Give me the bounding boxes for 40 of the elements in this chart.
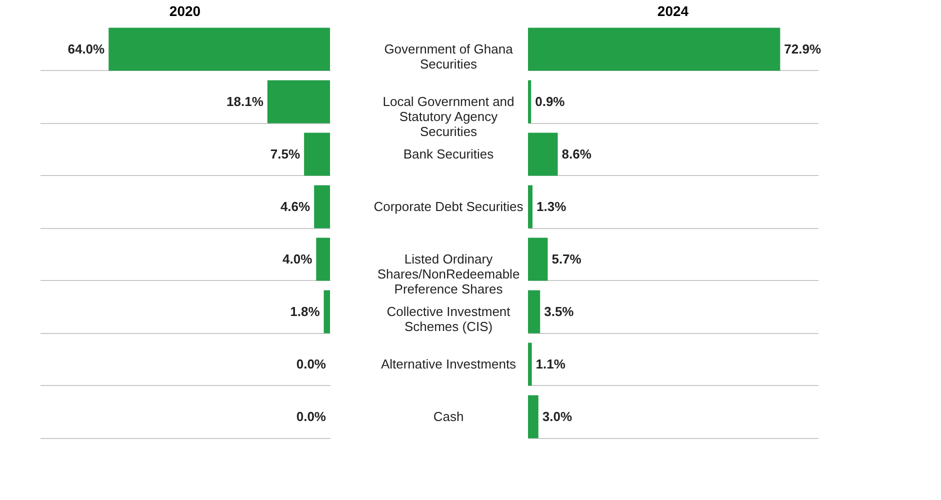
y-tick-label: Alternative Investments [380, 356, 517, 372]
bar [528, 395, 538, 438]
bar [316, 238, 330, 281]
data-label: 0.9% [535, 94, 566, 109]
bar [304, 132, 330, 176]
data-label: 4.0% [282, 251, 313, 266]
bar [528, 185, 532, 228]
y-tick-label: Bank Securities [403, 146, 494, 162]
bar [108, 28, 330, 71]
data-label: 1.3% [536, 198, 567, 214]
y-tick-label: Corporate Debt Securities [374, 198, 524, 214]
bar [528, 342, 532, 386]
data-label: 1.8% [290, 304, 320, 319]
y-tick-label: Cash [433, 408, 464, 424]
bar [267, 80, 330, 124]
data-label: 64.0% [68, 41, 106, 56]
bar [314, 185, 330, 228]
bar [528, 290, 540, 334]
chart-title: 2020 [169, 3, 201, 19]
data-label: 8.6% [562, 146, 592, 162]
y-tick-label: Local Government and Statutory Agency Securities [382, 94, 514, 139]
y-tick-label: Collective Investment Schemes (CIS) [386, 304, 511, 334]
data-label: 7.5% [270, 146, 300, 162]
bar [324, 290, 330, 334]
data-label: 3.5% [544, 304, 574, 319]
bar [528, 238, 548, 281]
data-label: 18.1% [226, 94, 264, 109]
data-label: 72.9% [784, 41, 822, 56]
bar [528, 28, 780, 71]
data-label: 5.7% [552, 251, 582, 266]
data-label: 1.1% [536, 356, 566, 372]
data-label: 0.0% [296, 408, 326, 424]
y-tick-label: Government of Ghana Securities [384, 41, 514, 72]
y-tick-label: Listed Ordinary Shares/NonRedeemable Preference Shares [377, 251, 520, 296]
data-label: 4.6% [280, 198, 311, 214]
data-label: 3.0% [542, 408, 572, 424]
bar [528, 132, 558, 176]
data-label: 0.0% [296, 356, 326, 372]
bar [528, 80, 532, 124]
chart-title: 2024 [657, 3, 689, 19]
